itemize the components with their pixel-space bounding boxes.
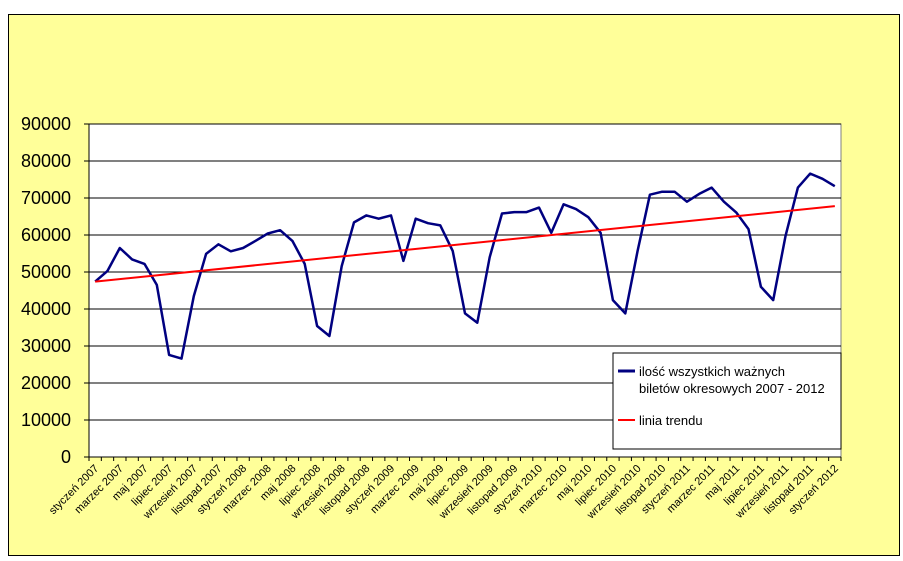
gridlines [84, 123, 841, 458]
y-tick-label: 80000 [21, 151, 71, 171]
legend-label-trend: linia trendu [639, 413, 703, 428]
series-line-tickets [94, 172, 836, 360]
y-tick-label: 70000 [21, 188, 71, 208]
y-tick-label: 10000 [21, 410, 71, 430]
y-tick-label: 40000 [21, 299, 71, 319]
y-tick-label: 0 [61, 447, 71, 467]
series [94, 172, 836, 360]
chart-frame: 0 10000 20000 30000 40000 50000 60000 70000 8000… [8, 14, 900, 556]
y-axis-tick-labels: 0 10000 20000 30000 40000 50000 60000 70000 8000… [21, 114, 71, 467]
legend-box [612, 352, 842, 450]
y-tick-label: 90000 [21, 114, 71, 134]
y-tick-label: 60000 [21, 225, 71, 245]
legend-label-main-series-line2: biletów okresowych 2007 - 2012 [639, 381, 825, 396]
line-chart: 0 10000 20000 30000 40000 50000 60000 70000 8000… [21, 114, 842, 522]
y-tick-label: 50000 [21, 262, 71, 282]
y-tick-label: 30000 [21, 336, 71, 356]
axes [88, 124, 842, 461]
legend-label-main-series-line1: ilość wszystkich ważnych [639, 364, 785, 379]
legend: ilość wszystkich ważnych biletów okresow… [612, 352, 842, 450]
y-tick-label: 20000 [21, 373, 71, 393]
trend-line [95, 205, 835, 283]
